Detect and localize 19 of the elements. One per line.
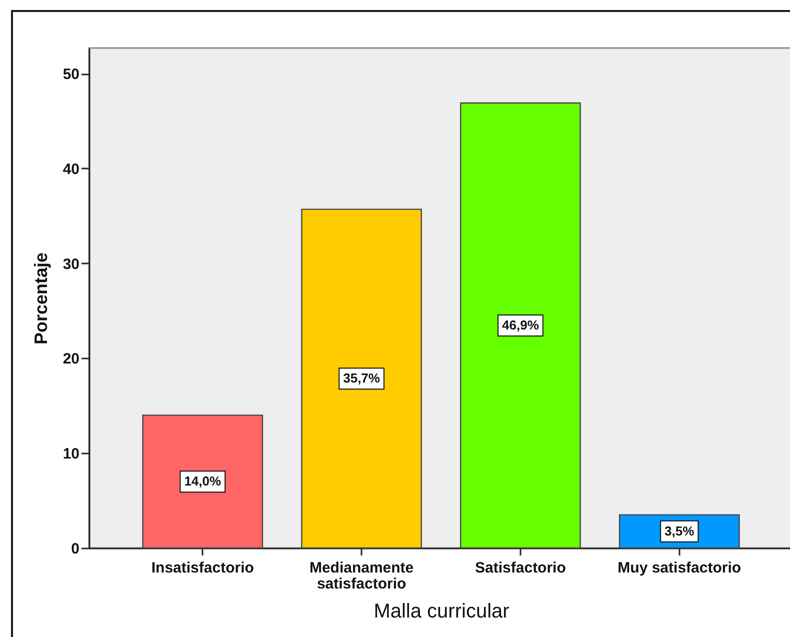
y-tick-label: 0 — [71, 540, 80, 558]
bar — [460, 102, 581, 549]
x-tick-label: Satisfactorio — [475, 560, 566, 576]
y-axis-title: Porcentaje — [30, 252, 51, 345]
data-label: 35,7% — [343, 370, 380, 386]
y-tick-label: 40 — [62, 160, 80, 178]
y-tick-label: 50 — [62, 66, 80, 84]
y-tick-label: 30 — [62, 256, 80, 273]
data-label: 3,5% — [664, 523, 695, 538]
data-label: 14,0% — [184, 474, 222, 489]
y-tick-label: 10 — [62, 446, 80, 463]
x-tick-label: Muy satisfactorio — [618, 560, 742, 576]
x-tick-label: Insatisfactorio — [151, 560, 254, 576]
bar — [142, 414, 264, 549]
bar — [301, 208, 422, 549]
x-axis-title: Malla curricular — [374, 600, 510, 622]
y-tick-label: 20 — [62, 350, 80, 368]
data-label: 46,9% — [502, 318, 540, 333]
x-tick-label: Medianamente satisfactorio — [309, 560, 414, 592]
